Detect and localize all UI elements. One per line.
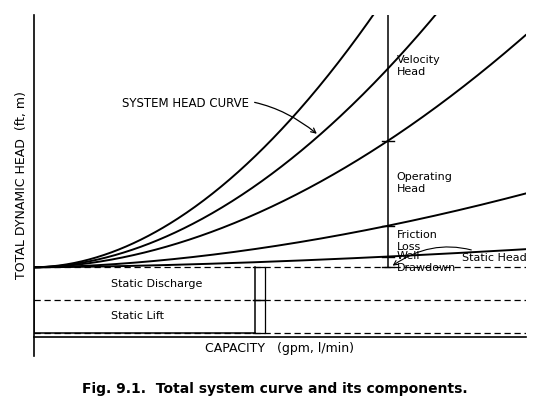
- Y-axis label: TOTAL DYNAMIC HEAD  (ft, m): TOTAL DYNAMIC HEAD (ft, m): [15, 91, 28, 279]
- Text: Well
Drawdown: Well Drawdown: [397, 251, 456, 273]
- Text: Static Head: Static Head: [394, 247, 526, 265]
- Text: Velocity
Head: Velocity Head: [397, 55, 441, 77]
- Text: SYSTEM HEAD CURVE: SYSTEM HEAD CURVE: [122, 97, 316, 133]
- Text: Static Lift: Static Lift: [111, 312, 164, 322]
- Text: Fig. 9.1.  Total system curve and its components.: Fig. 9.1. Total system curve and its com…: [82, 382, 468, 396]
- Text: Operating
Head: Operating Head: [397, 172, 453, 194]
- X-axis label: CAPACITY   (gpm, l/min): CAPACITY (gpm, l/min): [205, 342, 354, 355]
- Text: Friction
Loss: Friction Loss: [397, 230, 438, 252]
- Text: Static Discharge: Static Discharge: [111, 279, 202, 289]
